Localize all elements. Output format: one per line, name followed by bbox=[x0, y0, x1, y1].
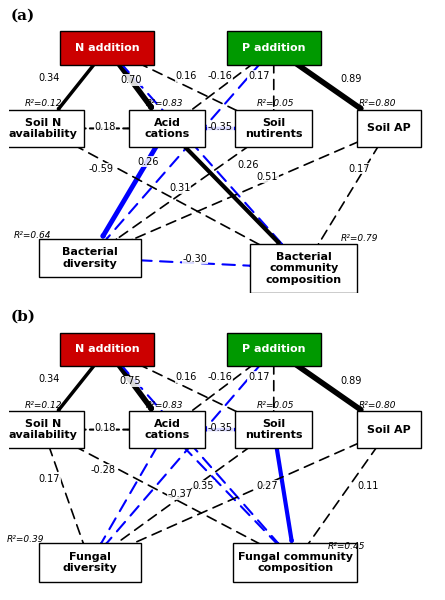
Text: R²=0.83: R²=0.83 bbox=[146, 401, 184, 410]
FancyBboxPatch shape bbox=[3, 110, 84, 147]
Text: R²=0.83: R²=0.83 bbox=[146, 100, 184, 109]
Text: R²=0.05: R²=0.05 bbox=[257, 100, 295, 109]
Text: Fungal community
composition: Fungal community composition bbox=[238, 552, 352, 574]
Text: 0.31: 0.31 bbox=[169, 183, 190, 193]
Text: 0.89: 0.89 bbox=[340, 376, 361, 386]
Text: 0.16: 0.16 bbox=[175, 372, 197, 382]
Text: R²=0.05: R²=0.05 bbox=[257, 401, 295, 410]
FancyBboxPatch shape bbox=[235, 411, 312, 448]
FancyBboxPatch shape bbox=[233, 543, 357, 582]
FancyBboxPatch shape bbox=[39, 543, 142, 582]
FancyBboxPatch shape bbox=[129, 110, 206, 147]
Text: 0.16: 0.16 bbox=[175, 71, 197, 81]
Text: -0.30: -0.30 bbox=[182, 254, 207, 263]
Text: Soil
nutirents: Soil nutirents bbox=[245, 419, 303, 440]
Text: 0.26: 0.26 bbox=[137, 157, 158, 167]
Text: Acid
cations: Acid cations bbox=[144, 419, 190, 440]
Text: -0.35: -0.35 bbox=[208, 423, 233, 433]
Text: (b): (b) bbox=[11, 310, 36, 324]
Text: R²=0.39: R²=0.39 bbox=[7, 535, 45, 544]
Text: Soil
nutirents: Soil nutirents bbox=[245, 118, 303, 139]
Text: -0.37: -0.37 bbox=[167, 490, 192, 499]
FancyBboxPatch shape bbox=[3, 411, 84, 448]
Text: -0.28: -0.28 bbox=[90, 465, 115, 475]
Text: 0.17: 0.17 bbox=[248, 372, 270, 382]
Text: Soil AP: Soil AP bbox=[367, 425, 411, 434]
Text: Soil AP: Soil AP bbox=[367, 124, 411, 133]
FancyBboxPatch shape bbox=[60, 31, 154, 65]
Text: R²=0.79: R²=0.79 bbox=[340, 234, 378, 243]
Text: (a): (a) bbox=[11, 9, 35, 23]
Text: 0.51: 0.51 bbox=[257, 172, 278, 182]
FancyBboxPatch shape bbox=[250, 244, 357, 293]
FancyBboxPatch shape bbox=[60, 332, 154, 366]
Text: 0.34: 0.34 bbox=[39, 73, 60, 83]
Text: R²=0.12: R²=0.12 bbox=[24, 401, 62, 410]
Text: R²=0.64: R²=0.64 bbox=[14, 230, 51, 239]
Text: P addition: P addition bbox=[242, 344, 306, 354]
Text: -0.59: -0.59 bbox=[88, 164, 113, 173]
FancyBboxPatch shape bbox=[39, 239, 142, 277]
Text: -0.35: -0.35 bbox=[208, 122, 233, 131]
Text: -0.16: -0.16 bbox=[208, 372, 233, 382]
Text: 0.70: 0.70 bbox=[120, 75, 142, 85]
Text: -0.16: -0.16 bbox=[208, 71, 233, 81]
FancyBboxPatch shape bbox=[227, 31, 321, 65]
Text: 0.27: 0.27 bbox=[257, 481, 278, 491]
Text: R²=0.45: R²=0.45 bbox=[328, 542, 365, 551]
Text: N addition: N addition bbox=[75, 43, 139, 53]
FancyBboxPatch shape bbox=[235, 110, 312, 147]
Text: Bacterial
diversity: Bacterial diversity bbox=[62, 247, 118, 269]
Text: 0.18: 0.18 bbox=[94, 423, 116, 433]
Text: Acid
cations: Acid cations bbox=[144, 118, 190, 139]
Text: Fungal
diversity: Fungal diversity bbox=[63, 552, 117, 574]
FancyBboxPatch shape bbox=[129, 411, 206, 448]
Text: 0.17: 0.17 bbox=[39, 473, 60, 484]
FancyBboxPatch shape bbox=[357, 110, 421, 147]
FancyBboxPatch shape bbox=[357, 411, 421, 448]
Text: 0.18: 0.18 bbox=[94, 122, 116, 131]
Text: Soil N
availability: Soil N availability bbox=[8, 419, 77, 440]
FancyBboxPatch shape bbox=[227, 332, 321, 366]
Text: 0.17: 0.17 bbox=[248, 71, 270, 81]
Text: 0.17: 0.17 bbox=[348, 164, 370, 173]
Text: 0.26: 0.26 bbox=[237, 160, 259, 170]
Text: 0.89: 0.89 bbox=[340, 74, 361, 85]
Text: 0.75: 0.75 bbox=[120, 376, 142, 386]
Text: Soil N
availability: Soil N availability bbox=[8, 118, 77, 139]
Text: 0.34: 0.34 bbox=[39, 374, 60, 384]
Text: R²=0.80: R²=0.80 bbox=[358, 100, 396, 109]
Text: R²=0.80: R²=0.80 bbox=[358, 401, 396, 410]
Text: N addition: N addition bbox=[75, 344, 139, 354]
Text: 0.11: 0.11 bbox=[357, 481, 378, 491]
Text: P addition: P addition bbox=[242, 43, 306, 53]
Text: R²=0.12: R²=0.12 bbox=[24, 100, 62, 109]
Text: Bacterial
community
composition: Bacterial community composition bbox=[266, 252, 342, 285]
Text: 0.35: 0.35 bbox=[193, 481, 214, 491]
